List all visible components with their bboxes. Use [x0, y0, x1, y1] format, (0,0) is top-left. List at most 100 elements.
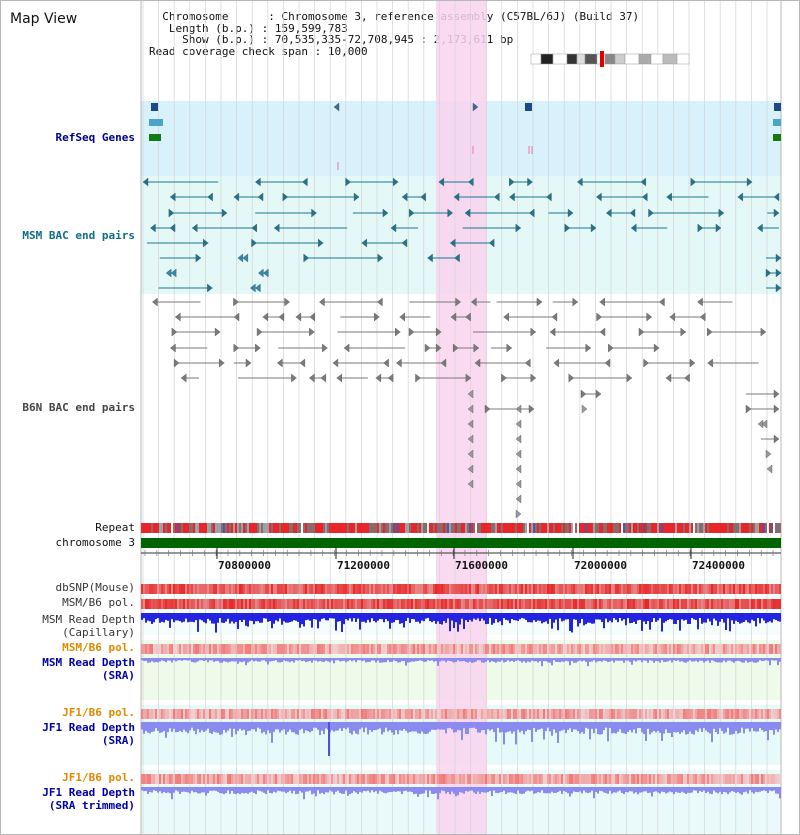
track-label-jf1-b6-pol-1[interactable]: JF1/B6 pol. [62, 706, 135, 719]
jf1-b6-pol-heat-cell [433, 709, 435, 719]
dbsnp-heat-cell [647, 584, 649, 594]
dbsnp-heat-cell [663, 584, 665, 594]
dbsnp-heat-cell [515, 584, 517, 594]
jf1-trimmed-depth-bar [521, 787, 523, 795]
jf1-b6-pol-heat-cell [197, 709, 199, 719]
msm-b6-pol-sra-heat-cell [669, 644, 671, 654]
msm-sra-depth-bar [451, 658, 453, 662]
jf1-trimmed-depth-bar [369, 787, 371, 793]
track-label-msm-b6-pol-1[interactable]: MSM/B6 pol. [62, 596, 135, 609]
msm-sra-depth-bar [695, 658, 697, 661]
msm-b6-pol-heat-cell [673, 599, 675, 609]
b6n-bac-pair-start [387, 373, 394, 383]
msm-b6-pol-heat-cell [635, 599, 637, 609]
msm-b6-pol-sra-heat-cell [477, 644, 479, 654]
msm-b6-pol-sra-heat-cell [141, 644, 143, 654]
msm-capillary-depth-bar [639, 613, 641, 620]
dbsnp-heat-cell [751, 584, 753, 594]
msm-b6-pol-sra-heat-cell [431, 644, 433, 654]
jf1-trimmed-depth-bar [645, 787, 647, 792]
msm-b6-pol-heat-cell [269, 599, 271, 609]
msm-b6-pol-sra-heat-cell [537, 644, 539, 654]
track-label-msm-depth-capillary[interactable]: MSM Read Depth [42, 613, 135, 626]
jf1-sra-depth-bar [539, 722, 541, 730]
track-label-b6n-bac[interactable]: B6N BAC end pairs [22, 401, 135, 414]
dbsnp-heat-cell [449, 584, 451, 594]
jf1-b6-pol-trim-heat-cell [443, 774, 445, 784]
repeat-segment [377, 523, 379, 533]
repeat-segment [671, 523, 673, 533]
msm-sra-depth-bar [155, 658, 157, 663]
msm-b6-pol-sra-heat-cell [553, 644, 555, 654]
track-label-msm-bac[interactable]: MSM BAC end pairs [22, 229, 135, 242]
track-label-jf1-depth-trimmed[interactable]: JF1 Read Depth [42, 786, 135, 799]
repeat-segment [253, 523, 255, 533]
msm-b6-pol-sra-heat-cell [147, 644, 149, 654]
jf1-b6-pol-trim-heat-cell [723, 774, 725, 784]
repeat-segment [443, 523, 445, 533]
msm-sra-depth-bar [521, 658, 523, 663]
msm-sra-depth-bar [475, 658, 477, 662]
track-label-repeat[interactable]: Repeat [95, 521, 135, 534]
jf1-b6-pol-heat-cell [589, 709, 591, 719]
repeat-segment [465, 523, 467, 533]
jf1-sra-depth-bar [207, 722, 209, 729]
jf1-sra-depth-bar [631, 722, 633, 733]
jf1-b6-pol-trim-heat-cell [603, 774, 605, 784]
msm-sra-depth-bar [311, 658, 313, 663]
dbsnp-heat-cell [767, 584, 769, 594]
msm-bac-pair-start [697, 223, 704, 233]
msm-capillary-depth-bar [455, 613, 457, 623]
jf1-b6-pol-heat-cell [569, 709, 571, 719]
jf1-b6-pol-trim-heat-cell [221, 774, 223, 784]
track-label-refseq[interactable]: RefSeq Genes [55, 131, 135, 144]
msm-b6-pol-heat-cell [187, 599, 189, 609]
jf1-b6-pol-heat-cell [693, 709, 695, 719]
msm-b6-pol-sra-heat-cell [381, 644, 383, 654]
jf1-b6-pol-heat-cell [171, 709, 173, 719]
dbsnp-heat-cell [227, 584, 229, 594]
jf1-b6-pol-heat-cell [179, 709, 181, 719]
msm-b6-pol-sra-heat-cell [311, 644, 313, 654]
jf1-b6-pol-trim-heat-cell [193, 774, 195, 784]
msm-b6-pol-heat-cell [447, 599, 449, 609]
jf1-trimmed-depth-bar [209, 787, 211, 791]
msm-capillary-depth-bar [203, 613, 205, 623]
jf1-b6-pol-trim-heat-cell [305, 774, 307, 784]
msm-capillary-depth-bar [255, 613, 257, 622]
msm-b6-pol-sra-heat-cell [539, 644, 541, 654]
track-label-msm-depth-sra[interactable]: MSM Read Depth [42, 656, 135, 669]
msm-capillary-depth-bar [677, 613, 679, 621]
msm-capillary-depth-bar [719, 613, 721, 622]
jf1-sra-depth-bar [773, 722, 775, 735]
jf1-trimmed-depth-bar [423, 787, 425, 794]
jf1-trimmed-depth-bar [529, 787, 531, 792]
jf1-b6-pol-heat-cell [675, 709, 677, 719]
dbsnp-heat-cell [697, 584, 699, 594]
repeat-segment [597, 523, 599, 533]
repeat-segment [727, 523, 729, 533]
dbsnp-heat-cell [745, 584, 747, 594]
jf1-b6-pol-trim-heat-cell [429, 774, 431, 784]
msm-sra-depth-bar [649, 658, 651, 661]
msm-capillary-depth-bar [437, 613, 439, 622]
track-label-msm-b6-pol-2[interactable]: MSM/B6 pol. [62, 641, 135, 654]
jf1-trimmed-depth-bar [241, 787, 243, 793]
msm-bac-pair-end [377, 253, 384, 263]
msm-b6-pol-sra-heat-cell [171, 644, 173, 654]
track-label-chromosome[interactable]: chromosome 3 [55, 536, 135, 549]
jf1-b6-pol-trim-heat-cell [275, 774, 277, 784]
msm-b6-pol-sra-heat-cell [733, 644, 735, 654]
msm-sra-depth-bar [723, 658, 725, 661]
jf1-b6-pol-trim-heat-cell [301, 774, 303, 784]
refseq-gene [472, 102, 479, 112]
msm-b6-pol-heat-cell [655, 599, 657, 609]
track-label-jf1-b6-pol-2[interactable]: JF1/B6 pol. [62, 771, 135, 784]
track-label-jf1-depth-sra[interactable]: JF1 Read Depth [42, 721, 135, 734]
jf1-sra-depth-bar [277, 722, 279, 730]
track-label-dbsnp[interactable]: dbSNP(Mouse) [55, 581, 135, 594]
msm-capillary-depth-bar [703, 613, 705, 623]
dbsnp-heat-cell [149, 584, 151, 594]
jf1-sra-depth-bar [295, 722, 297, 735]
